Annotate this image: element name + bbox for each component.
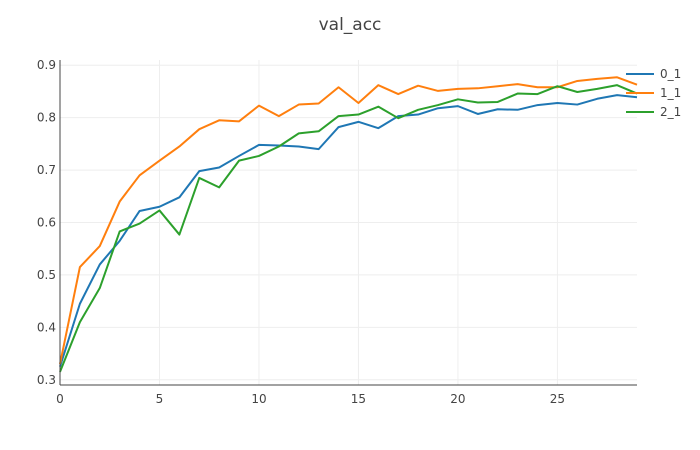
y-tick-label: 0.9 [37, 58, 56, 72]
chart-title: val_acc [319, 15, 382, 35]
y-tick-label: 0.3 [37, 373, 56, 387]
legend: 0_1 1_1 2_1 [626, 67, 681, 119]
x-tick-label: 10 [251, 392, 266, 406]
x-tick-label: 5 [156, 392, 164, 406]
y-tick-label: 0.5 [37, 268, 56, 282]
y-tick-label: 0.4 [37, 320, 56, 334]
legend-label: 0_1 [660, 67, 681, 81]
legend-item[interactable]: 0_1 [626, 67, 681, 81]
x-tick-label: 20 [450, 392, 465, 406]
y-tick-label: 0.6 [37, 216, 56, 230]
x-tick-label: 0 [56, 392, 64, 406]
y-tick-label: 0.7 [37, 163, 56, 177]
legend-item[interactable]: 1_1 [626, 86, 681, 100]
series-line-1-1 [59, 76, 638, 365]
legend-item[interactable]: 2_1 [626, 105, 681, 119]
y-tick-label: 0.8 [37, 111, 56, 125]
series-line-2-1 [59, 84, 638, 373]
legend-label: 1_1 [660, 86, 681, 100]
axes: 0 5 10 15 20 25 0.3 0.4 0.5 0.6 0.7 0.8 0.9 [37, 58, 637, 406]
legend-label: 2_1 [660, 105, 681, 119]
grid [59, 60, 637, 385]
plot-area [59, 76, 638, 373]
x-tick-label: 15 [351, 392, 366, 406]
series-line-0-1 [59, 94, 638, 367]
x-tick-label: 25 [550, 392, 565, 406]
